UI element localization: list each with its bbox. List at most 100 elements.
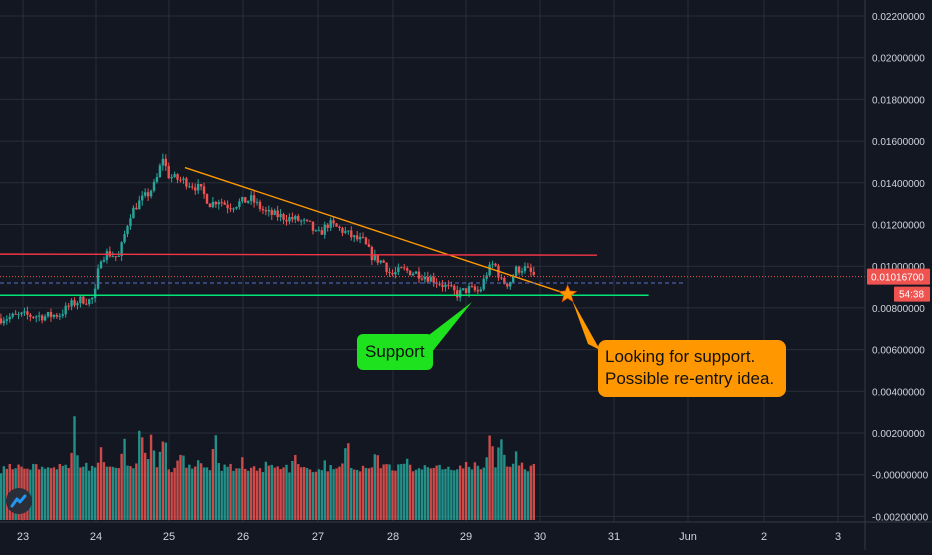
candle-body xyxy=(288,216,291,222)
volume-bar xyxy=(161,441,165,520)
candle-body xyxy=(85,303,88,305)
volume-bar xyxy=(199,463,203,520)
candle-body xyxy=(17,314,20,316)
volume-bar xyxy=(397,464,400,520)
x-tick-label: 30 xyxy=(534,531,546,543)
volume-bar xyxy=(135,463,138,520)
volume-bar xyxy=(164,442,167,520)
volume-bar xyxy=(491,446,494,520)
volume-bar xyxy=(453,470,456,520)
volume-bar xyxy=(235,468,238,520)
candle-body xyxy=(5,319,9,321)
volume-bar xyxy=(423,465,427,520)
volume-bar xyxy=(220,470,223,520)
candle-body xyxy=(32,316,35,318)
volume-bar xyxy=(503,454,506,520)
volume-bar xyxy=(355,469,359,520)
candle-body xyxy=(447,284,450,286)
volume-bar xyxy=(297,464,300,520)
candle-body xyxy=(141,195,144,201)
volume-bar xyxy=(117,468,120,520)
volume-bar xyxy=(43,468,47,520)
overlays: 0.01016700 54:38 xyxy=(558,268,930,303)
volume-bar xyxy=(217,462,220,520)
candle-body xyxy=(99,261,103,269)
candle-body xyxy=(20,312,23,315)
support-callout[interactable]: Support xyxy=(357,334,433,370)
volume-bar xyxy=(70,452,73,520)
reentry-callout[interactable]: Looking for support. Possible re-entry i… xyxy=(598,340,786,397)
logo-icon xyxy=(10,494,27,508)
tradingview-logo[interactable] xyxy=(6,488,32,514)
volume-bar xyxy=(467,466,471,520)
volume-bar xyxy=(323,460,326,520)
candle-body xyxy=(185,178,188,187)
volume-bar xyxy=(497,447,500,520)
volume-bar xyxy=(99,447,103,520)
volume-bar xyxy=(288,472,291,520)
candle-body xyxy=(214,201,218,205)
candle-body xyxy=(37,315,41,317)
y-tick-label: 0.00600000 xyxy=(872,346,925,357)
volume-bar xyxy=(123,438,126,520)
y-tick-label: -0.00200000 xyxy=(872,512,929,523)
candle-body xyxy=(308,220,312,222)
candle-body xyxy=(182,178,185,180)
last-price-label-bg xyxy=(867,268,930,285)
candle-body xyxy=(26,311,29,315)
price-axis: 0.02200000 0.02000000 0.01800000 0.01600000… xyxy=(864,0,929,550)
volume-bar xyxy=(223,464,226,520)
volume-bar xyxy=(264,461,268,520)
candle-body xyxy=(279,214,282,218)
volume-bar xyxy=(179,454,182,520)
candle-body xyxy=(191,186,194,188)
candle-body xyxy=(247,200,250,203)
candle-body xyxy=(379,260,382,263)
candle-body xyxy=(438,283,441,285)
candle-body xyxy=(426,276,429,282)
candle-body xyxy=(285,219,288,222)
candle-body xyxy=(397,267,400,273)
candle-body xyxy=(29,314,32,317)
candle-body xyxy=(238,201,241,207)
candle-body xyxy=(432,276,435,283)
volume-bar xyxy=(258,468,262,520)
candle-body xyxy=(205,194,209,204)
candle-body xyxy=(170,176,173,179)
x-tick-label: 25 xyxy=(163,531,175,543)
candle-body xyxy=(232,208,235,210)
candle-body xyxy=(458,289,462,298)
volume-bar xyxy=(485,457,488,520)
volume-bar xyxy=(408,464,412,520)
candle-body xyxy=(64,305,67,315)
candle-body xyxy=(196,184,200,191)
candle-body xyxy=(23,311,26,313)
volume-bar xyxy=(232,470,235,520)
volume-bar xyxy=(138,430,141,520)
candle-body xyxy=(105,251,109,260)
volume-bar xyxy=(182,455,185,520)
volume-bar xyxy=(0,473,3,520)
volume-bar xyxy=(458,465,462,520)
candle-body xyxy=(353,235,356,238)
candle-body xyxy=(373,254,377,261)
reentry-line-1: Looking for support. xyxy=(605,347,756,366)
candle-body xyxy=(138,200,141,210)
candle-body xyxy=(114,256,117,258)
reentry-callout-tail xyxy=(572,300,600,350)
volume-bar xyxy=(338,466,341,520)
candle-body xyxy=(93,288,97,298)
volume-bar xyxy=(470,469,474,520)
volume-bar xyxy=(426,467,429,520)
trendlines xyxy=(0,166,865,296)
volume-bar xyxy=(291,461,294,520)
volume-bar xyxy=(111,466,114,520)
volume-bar xyxy=(40,466,44,520)
volume-bar xyxy=(420,469,424,520)
candle-body xyxy=(414,271,418,274)
volume-bar xyxy=(226,466,229,520)
volume-bar xyxy=(529,465,533,520)
volume-bar xyxy=(332,469,335,520)
